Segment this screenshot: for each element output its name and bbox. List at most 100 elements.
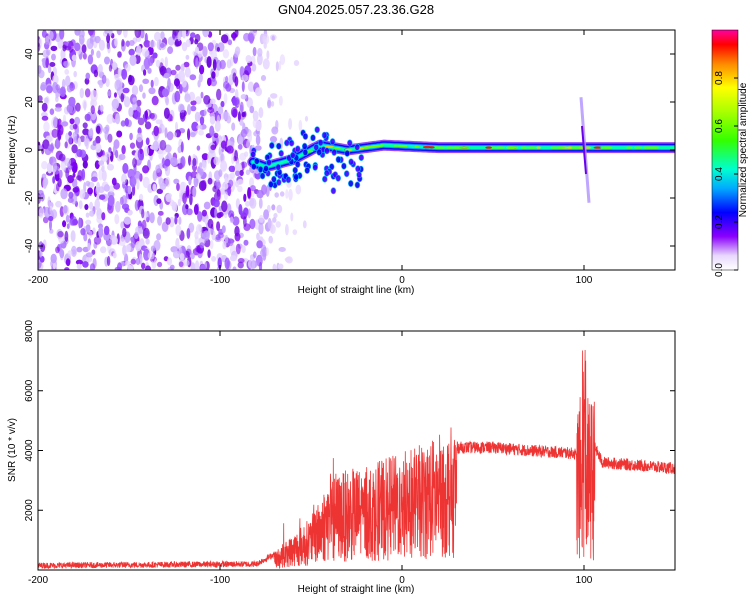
x-tick-label: 100 [576, 575, 593, 586]
noise-cell [68, 96, 76, 107]
y-tick-label: 8000 [24, 319, 35, 342]
noise-cell [128, 48, 135, 56]
signal-hotspot [393, 144, 398, 147]
noise-cell [164, 158, 171, 167]
noise-cell [195, 46, 199, 54]
noise-cell [178, 216, 182, 225]
noise-cell [249, 177, 255, 188]
noise-cell [38, 65, 42, 74]
noise-cell [186, 228, 191, 239]
noise-cell [239, 152, 247, 161]
y-tick-label: 40 [24, 48, 35, 60]
noise-cell [115, 113, 121, 125]
noise-cell [201, 153, 209, 161]
noise-cell [128, 74, 133, 83]
noise-cell [174, 41, 180, 47]
noise-cell [98, 169, 103, 181]
noise-cell [96, 50, 101, 59]
noise-cell [68, 191, 74, 199]
noise-cell [293, 60, 300, 66]
noise-cell [41, 102, 48, 112]
noise-cell [75, 259, 83, 265]
signal-blob [335, 156, 342, 164]
noise-cell [221, 225, 226, 234]
signal-blob [275, 178, 282, 186]
noise-cell [213, 156, 220, 166]
signal-blob [294, 145, 301, 153]
noise-cell [92, 140, 97, 146]
noise-cell [255, 134, 261, 146]
noise-cell [85, 212, 90, 218]
noise-cell [190, 252, 195, 260]
noise-cell [144, 32, 148, 45]
noise-cell [243, 223, 251, 232]
noise-cell [177, 158, 182, 164]
noise-cell [273, 212, 278, 219]
noise-cell [198, 129, 205, 136]
signal-blob [356, 171, 362, 179]
signal-blob [316, 148, 323, 156]
snr-series-line [38, 349, 675, 570]
noise-cell [146, 216, 150, 223]
noise-cell [92, 227, 96, 235]
noise-cell [222, 49, 230, 59]
noise-cell [195, 57, 199, 70]
noise-cell [48, 215, 54, 222]
noise-cell [213, 199, 220, 208]
noise-cell [49, 108, 55, 115]
noise-cell [241, 81, 245, 92]
noise-cell [105, 78, 110, 88]
noise-cell [85, 256, 93, 263]
noise-cell [62, 220, 67, 228]
noise-cell [125, 244, 131, 253]
noise-cell [228, 210, 235, 219]
noise-cell [85, 252, 93, 258]
noise-cell [285, 256, 293, 264]
y-tick-label: -40 [24, 238, 35, 253]
noise-cell [228, 179, 234, 187]
noise-cell [84, 204, 89, 210]
noise-cell [295, 184, 302, 195]
noise-cell [220, 160, 228, 172]
noise-cell [229, 172, 235, 180]
noise-cell [107, 133, 113, 143]
noise-cell [184, 66, 191, 78]
noise-cell [200, 179, 207, 191]
noise-cell [224, 257, 230, 270]
signal-blob [331, 148, 338, 156]
noise-cell [74, 30, 81, 36]
noise-cell [211, 256, 217, 262]
noise-cell [40, 243, 46, 253]
noise-cell [65, 75, 71, 87]
noise-cell [194, 111, 201, 122]
noise-cell [41, 173, 47, 179]
noise-cell [290, 212, 294, 222]
noise-cell [41, 30, 47, 38]
noise-cell [165, 85, 170, 96]
noise-cell [40, 81, 47, 91]
signal-blob [312, 163, 319, 171]
noise-cell [209, 98, 216, 105]
noise-cell [94, 35, 101, 44]
signal-blob [283, 139, 290, 147]
noise-cell [192, 186, 197, 198]
noise-cell [71, 54, 77, 62]
snr-ticks: -200 -100 0 100 2000 4000 6000 8000 [24, 319, 675, 586]
noise-cell [120, 221, 125, 229]
noise-cell [175, 224, 182, 236]
noise-cell [112, 252, 117, 259]
noise-cell [231, 122, 236, 131]
signal-hotspot [333, 147, 341, 150]
noise-cell [227, 39, 233, 46]
noise-cell [272, 217, 277, 223]
noise-cell [124, 260, 131, 266]
noise-cell [153, 125, 159, 137]
y-tick-label: 0 [24, 147, 35, 153]
noise-cell [278, 95, 283, 106]
noise-cell [209, 125, 215, 137]
colorbar-tick-label: 0.4 [714, 167, 725, 181]
noise-cell [83, 233, 88, 242]
noise-cell [63, 205, 68, 214]
noise-cell [89, 201, 94, 210]
noise-cell [90, 99, 98, 107]
